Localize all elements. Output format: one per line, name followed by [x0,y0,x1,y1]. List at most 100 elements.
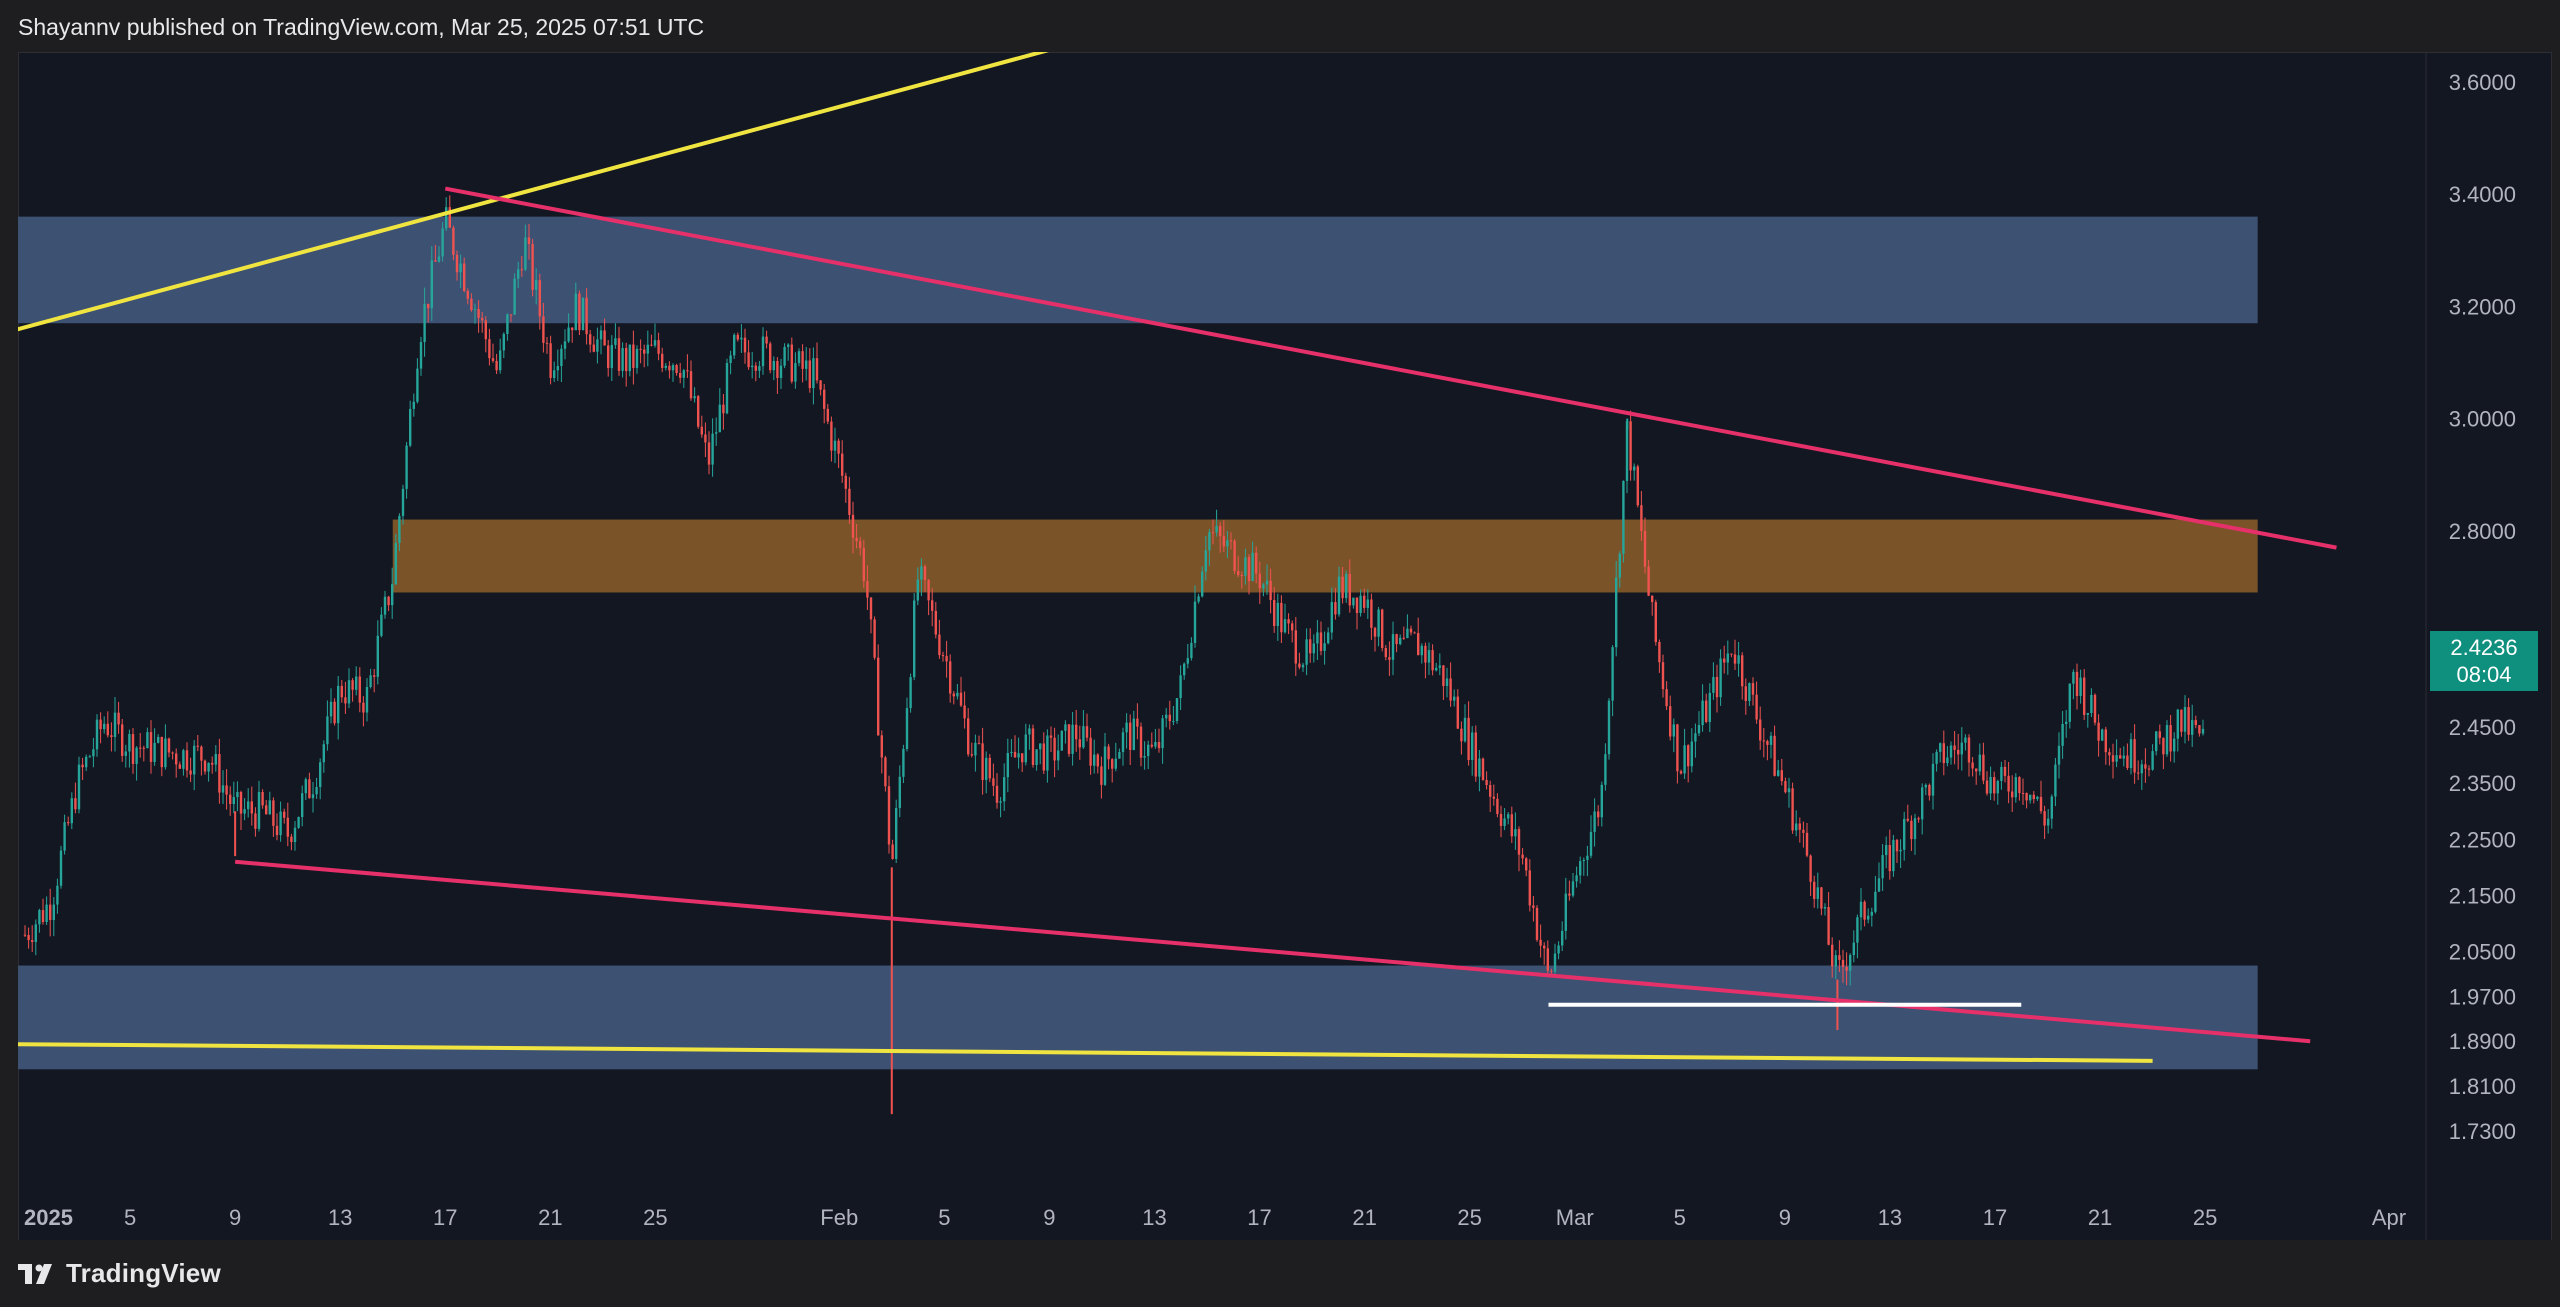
y-tick-label: 2.8000 [2449,519,2516,544]
candle-body [1100,766,1103,785]
candle-body [1841,959,1845,967]
candle-body [1496,798,1499,814]
candle-body [1024,734,1027,763]
last-price: 2.4236 [2450,635,2518,660]
candle-body [657,340,660,354]
candle-body [1766,740,1769,745]
candle-body [733,334,736,356]
candle-body [1031,728,1035,765]
candle-body [1589,831,1593,856]
candle-body [1928,784,1931,796]
candle-body [592,344,595,352]
candle-body [1831,944,1834,967]
x-tick-label: 13 [1142,1205,1166,1230]
candle-body [736,334,739,340]
x-tick-label: 25 [2193,1205,2217,1230]
candle-body [794,363,797,382]
candle-body [1035,749,1038,765]
candle-body [1424,645,1427,663]
candle-body [398,515,401,543]
y-tick-label: 2.3500 [2449,771,2516,796]
candle-body [1262,584,1265,589]
candle-body [2158,731,2161,738]
candle-body [887,786,891,845]
tradingview-logo[interactable]: TradingView [18,1258,221,1289]
candle-body [1561,930,1564,946]
candle-body [1712,676,1715,693]
candle-body [779,365,783,378]
trendline-pink [234,859,2311,1044]
candle-body [1705,700,1708,722]
candle-body [628,344,631,372]
candle-body [2187,707,2190,735]
candle-body [113,712,117,738]
candle-body [337,685,340,724]
candle-body [1341,576,1344,599]
candle-body [1643,530,1647,567]
y-tick-label: 2.2500 [2449,827,2516,852]
candle-body [531,243,534,290]
candle-body [1881,855,1884,879]
candle-body [196,745,199,747]
candle-body [2165,725,2169,755]
candle-body [1481,758,1485,780]
candle-body [175,753,178,765]
candle-body [923,566,927,581]
candle-body [1514,829,1517,837]
candle-body [146,732,149,749]
candle-body [2140,764,2143,774]
candle-body [783,346,786,366]
candle-body [347,680,351,704]
candle-body [283,811,286,818]
candle-body [1240,575,1243,577]
candle-body [1755,694,1758,720]
candle-body [1949,745,1953,758]
candle-body [448,207,451,228]
candle-body [880,735,883,758]
y-tick-label: 1.9700 [2449,984,2516,1009]
candle-body [452,227,455,255]
candle-body [1096,754,1099,767]
candle-body [1409,628,1413,633]
candle-body [509,314,513,316]
candle-body [1204,550,1207,572]
candle-body [905,708,909,749]
candle-body [326,716,329,745]
candle-body [1316,632,1319,644]
candle-body [513,278,516,315]
candle-body [103,723,106,730]
candle-body [34,924,37,942]
candle-body [459,263,462,273]
candle-body [2176,709,2179,739]
candle-body [1809,855,1812,882]
candle-body [268,800,271,815]
candle-body [1323,643,1326,651]
candle-body [1679,771,1683,774]
candle-body [2108,752,2111,756]
candle-body [2061,723,2064,746]
candle-body [1089,737,1092,766]
candle-body [2007,775,2010,792]
candle-body [884,757,887,787]
candle-body [1276,602,1279,626]
candle-body [1593,811,1596,832]
candle-body [1042,743,1045,771]
candle-body [520,269,523,271]
candle-body [49,904,52,921]
candle-body [560,348,563,367]
candle-body [110,735,113,738]
candle-body [1175,698,1179,722]
candle-body [671,365,675,371]
candle-body [1247,557,1251,582]
candle-body [1125,722,1128,733]
candle-body [502,333,505,351]
candle-body [535,280,538,290]
candle-body [787,344,790,347]
candle-body [1201,571,1204,597]
candle-body [1611,647,1614,701]
candle-body [581,297,585,331]
candle-body [610,344,613,369]
candle-body [1582,859,1585,862]
candles [23,195,2205,1115]
